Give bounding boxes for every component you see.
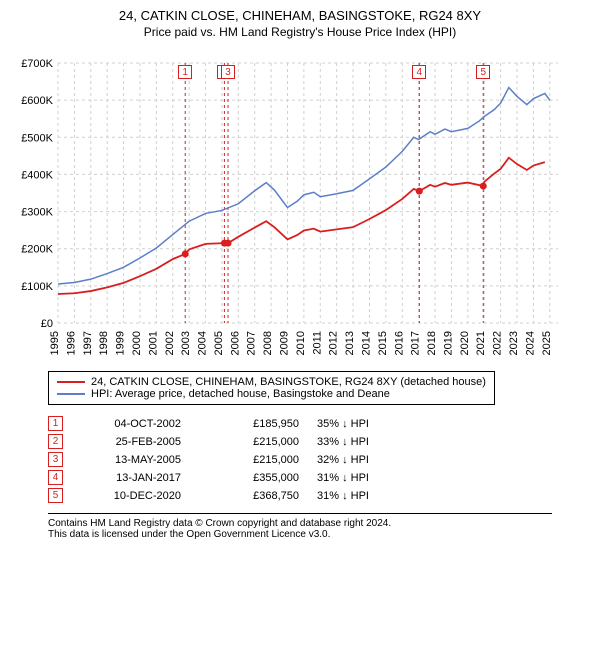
svg-text:1999: 1999	[115, 331, 127, 355]
svg-text:2020: 2020	[459, 331, 471, 355]
svg-text:2005: 2005	[213, 331, 225, 355]
transaction-date: 04-OCT-2002	[81, 418, 181, 430]
legend-swatch	[57, 381, 85, 383]
svg-text:£700K: £700K	[21, 58, 53, 70]
transaction-row: 3 13-MAY-2005 £215,000 32% ↓ HPI	[48, 452, 592, 467]
svg-text:2004: 2004	[197, 331, 209, 355]
title-block: 24, CATKIN CLOSE, CHINEHAM, BASINGSTOKE,…	[8, 8, 592, 39]
svg-text:2011: 2011	[311, 331, 323, 355]
svg-text:2016: 2016	[393, 331, 405, 355]
transaction-row: 5 10-DEC-2020 £368,750 31% ↓ HPI	[48, 488, 592, 503]
transaction-number: 5	[48, 488, 63, 503]
svg-text:£500K: £500K	[21, 132, 53, 144]
transaction-price: £368,750	[199, 490, 299, 502]
svg-text:2015: 2015	[377, 331, 389, 355]
transaction-row: 4 13-JAN-2017 £355,000 31% ↓ HPI	[48, 470, 592, 485]
transaction-date: 10-DEC-2020	[81, 490, 181, 502]
svg-text:1997: 1997	[82, 331, 94, 355]
transaction-marker-label: 1	[178, 65, 192, 79]
transaction-date: 13-JAN-2017	[81, 472, 181, 484]
transaction-vs-hpi: 31% ↓ HPI	[317, 490, 417, 502]
transaction-number: 4	[48, 470, 63, 485]
transaction-number: 1	[48, 416, 63, 431]
transaction-marker-label: 5	[476, 65, 490, 79]
svg-text:2008: 2008	[262, 331, 274, 355]
svg-text:£600K: £600K	[21, 95, 53, 107]
svg-text:2000: 2000	[131, 331, 143, 355]
transaction-number: 2	[48, 434, 63, 449]
transaction-number: 3	[48, 452, 63, 467]
svg-text:£400K: £400K	[21, 169, 53, 181]
transaction-row: 1 04-OCT-2002 £185,950 35% ↓ HPI	[48, 416, 592, 431]
svg-text:2021: 2021	[475, 331, 487, 355]
svg-text:1996: 1996	[65, 331, 77, 355]
transaction-marker-label: 3	[221, 65, 235, 79]
legend-item: 24, CATKIN CLOSE, CHINEHAM, BASINGSTOKE,…	[57, 376, 486, 388]
svg-text:2022: 2022	[492, 331, 504, 355]
svg-text:2001: 2001	[147, 331, 159, 355]
transaction-date: 13-MAY-2005	[81, 454, 181, 466]
footer-line1: Contains HM Land Registry data © Crown c…	[48, 518, 552, 529]
svg-text:2009: 2009	[279, 331, 291, 355]
svg-text:2003: 2003	[180, 331, 192, 355]
svg-text:£300K: £300K	[21, 207, 53, 219]
footer-attribution: Contains HM Land Registry data © Crown c…	[48, 513, 552, 540]
svg-text:2002: 2002	[164, 331, 176, 355]
transaction-price: £215,000	[199, 436, 299, 448]
svg-text:2006: 2006	[229, 331, 241, 355]
svg-text:2012: 2012	[328, 331, 340, 355]
footer-line2: This data is licensed under the Open Gov…	[48, 529, 552, 540]
legend-swatch	[57, 393, 85, 395]
transaction-price: £355,000	[199, 472, 299, 484]
transaction-date: 25-FEB-2005	[81, 436, 181, 448]
svg-text:2023: 2023	[508, 331, 520, 355]
transaction-vs-hpi: 35% ↓ HPI	[317, 418, 417, 430]
legend: 24, CATKIN CLOSE, CHINEHAM, BASINGSTOKE,…	[48, 371, 495, 405]
svg-text:2019: 2019	[442, 331, 454, 355]
svg-text:£200K: £200K	[21, 244, 53, 256]
transaction-vs-hpi: 32% ↓ HPI	[317, 454, 417, 466]
transaction-vs-hpi: 31% ↓ HPI	[317, 472, 417, 484]
transaction-price: £215,000	[199, 454, 299, 466]
chart-title-address: 24, CATKIN CLOSE, CHINEHAM, BASINGSTOKE,…	[8, 8, 592, 23]
transactions-table: 1 04-OCT-2002 £185,950 35% ↓ HPI 2 25-FEB-200…	[48, 416, 592, 503]
svg-text:1998: 1998	[98, 331, 110, 355]
svg-text:1995: 1995	[49, 331, 61, 355]
svg-text:2014: 2014	[360, 331, 372, 355]
legend-label: 24, CATKIN CLOSE, CHINEHAM, BASINGSTOKE,…	[91, 376, 486, 388]
svg-text:£0: £0	[41, 318, 53, 330]
svg-text:2010: 2010	[295, 331, 307, 355]
transaction-price: £185,950	[199, 418, 299, 430]
svg-text:2017: 2017	[410, 331, 422, 355]
svg-text:2025: 2025	[541, 331, 553, 355]
transaction-marker-label: 4	[412, 65, 426, 79]
svg-text:2013: 2013	[344, 331, 356, 355]
price-chart: £0 £100K £200K £300K £400K £500K £600K £700K 199…	[8, 45, 568, 365]
legend-item: HPI: Average price, detached house, Basi…	[57, 388, 486, 400]
legend-label: HPI: Average price, detached house, Basi…	[91, 388, 390, 400]
chart-subtitle: Price paid vs. HM Land Registry's House …	[8, 25, 592, 39]
chart-area: £0 £100K £200K £300K £400K £500K £600K £700K 199…	[8, 45, 592, 365]
svg-text:2007: 2007	[246, 331, 258, 355]
transaction-row: 2 25-FEB-2005 £215,000 33% ↓ HPI	[48, 434, 592, 449]
svg-text:£100K: £100K	[21, 281, 53, 293]
svg-text:2024: 2024	[524, 331, 536, 355]
svg-text:2018: 2018	[426, 331, 438, 355]
transaction-vs-hpi: 33% ↓ HPI	[317, 436, 417, 448]
